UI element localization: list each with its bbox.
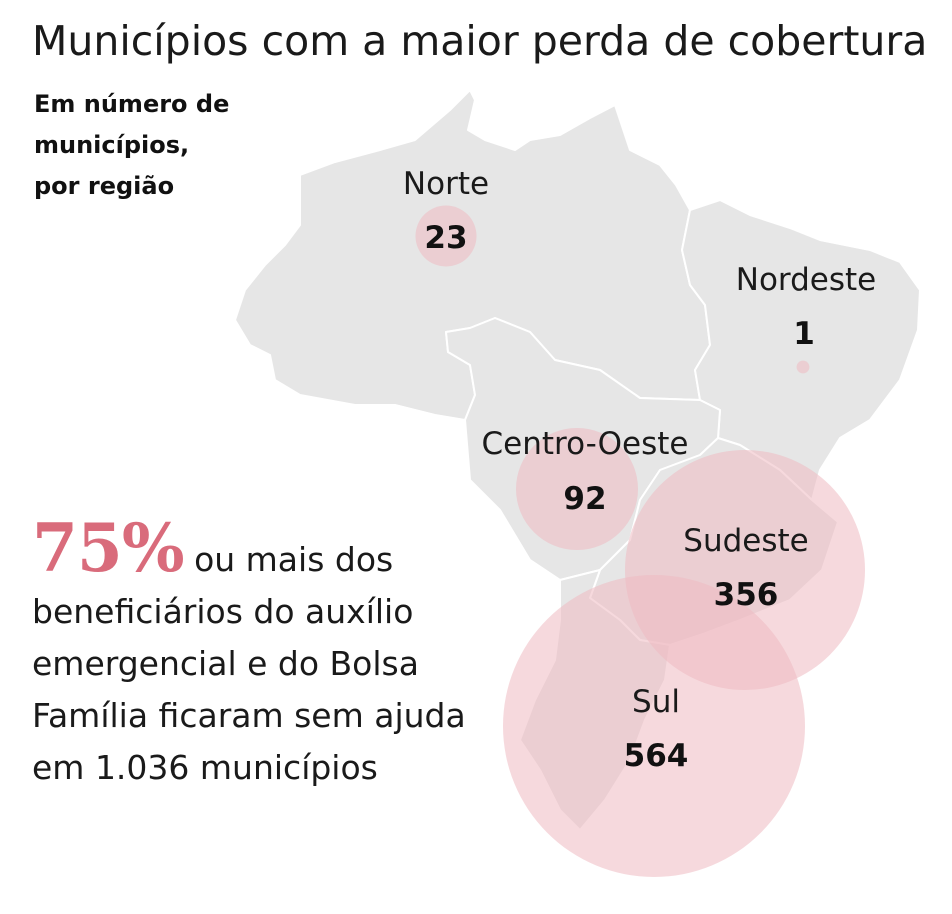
highlight-text: ou mais dos beneficiários do auxílio eme… xyxy=(32,540,466,787)
bubble-sul xyxy=(503,575,805,877)
region-value-norte: 23 xyxy=(424,220,467,256)
region-value-centro-oeste: 92 xyxy=(563,481,606,517)
region-label-nordeste: Nordeste xyxy=(736,262,876,298)
bubble-nordeste xyxy=(796,360,810,374)
region-bubbles xyxy=(415,205,865,877)
region-value-nordeste: 1 xyxy=(793,316,815,352)
subtitle-line: Em número de xyxy=(34,90,230,118)
page-title: Municípios com a maior perda de cobertur… xyxy=(32,17,928,65)
subtitle-line: municípios, xyxy=(34,131,190,159)
highlight-callout: 75% ou mais dos beneficiários do auxílio… xyxy=(32,515,512,794)
highlight-percent: 75% xyxy=(32,509,185,587)
subtitle-line: por região xyxy=(34,172,175,200)
region-label-norte: Norte xyxy=(403,166,489,202)
region-value-sul: 564 xyxy=(624,738,689,774)
region-shape-nordeste xyxy=(681,199,921,501)
bubble-norte xyxy=(415,205,477,267)
region-labels: Norte 23 Nordeste 1 Centro-Oeste 92 Sude… xyxy=(403,166,876,774)
map-subtitle: Em número de municípios, por região xyxy=(34,84,274,207)
bubble-centro-oeste xyxy=(516,428,638,550)
region-value-sudeste: 356 xyxy=(714,577,779,613)
region-label-centro-oeste: Centro-Oeste xyxy=(481,426,688,462)
region-label-sul: Sul xyxy=(632,684,680,720)
region-label-sudeste: Sudeste xyxy=(683,523,808,559)
